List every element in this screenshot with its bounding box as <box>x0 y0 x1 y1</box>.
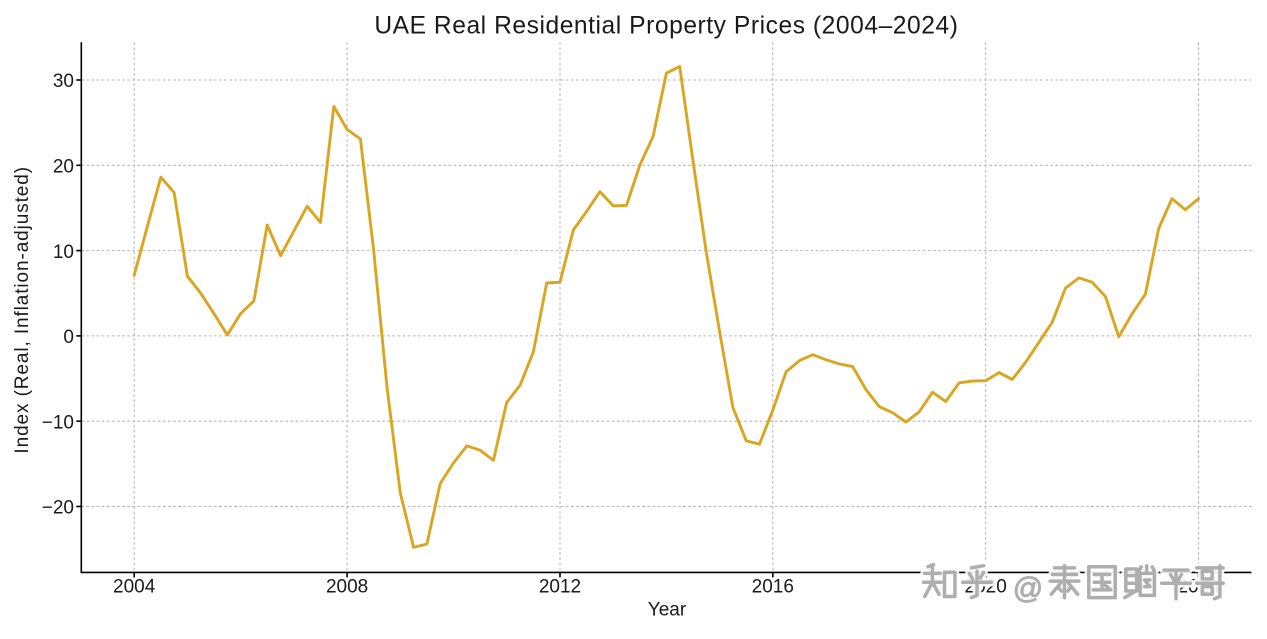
svg-text:2016: 2016 <box>752 577 794 598</box>
svg-text:2008: 2008 <box>326 577 368 598</box>
svg-text:10: 10 <box>53 242 74 263</box>
svg-text:2004: 2004 <box>113 577 156 598</box>
svg-text:Index (Real, Inflation-adjuste: Index (Real, Inflation-adjusted) <box>12 166 33 454</box>
svg-text:2012: 2012 <box>539 577 581 598</box>
svg-text:@: @ <box>1013 572 1043 605</box>
svg-text:0: 0 <box>63 327 74 348</box>
svg-text:UAE Real Residential Property: UAE Real Residential Property Prices (20… <box>374 13 958 40</box>
svg-text:Year: Year <box>648 599 687 620</box>
svg-text:20: 20 <box>53 157 74 178</box>
svg-text:@: @ <box>1013 572 1043 605</box>
svg-text:30: 30 <box>53 71 74 92</box>
svg-text:−10: −10 <box>42 412 74 433</box>
svg-text:−20: −20 <box>42 498 74 519</box>
